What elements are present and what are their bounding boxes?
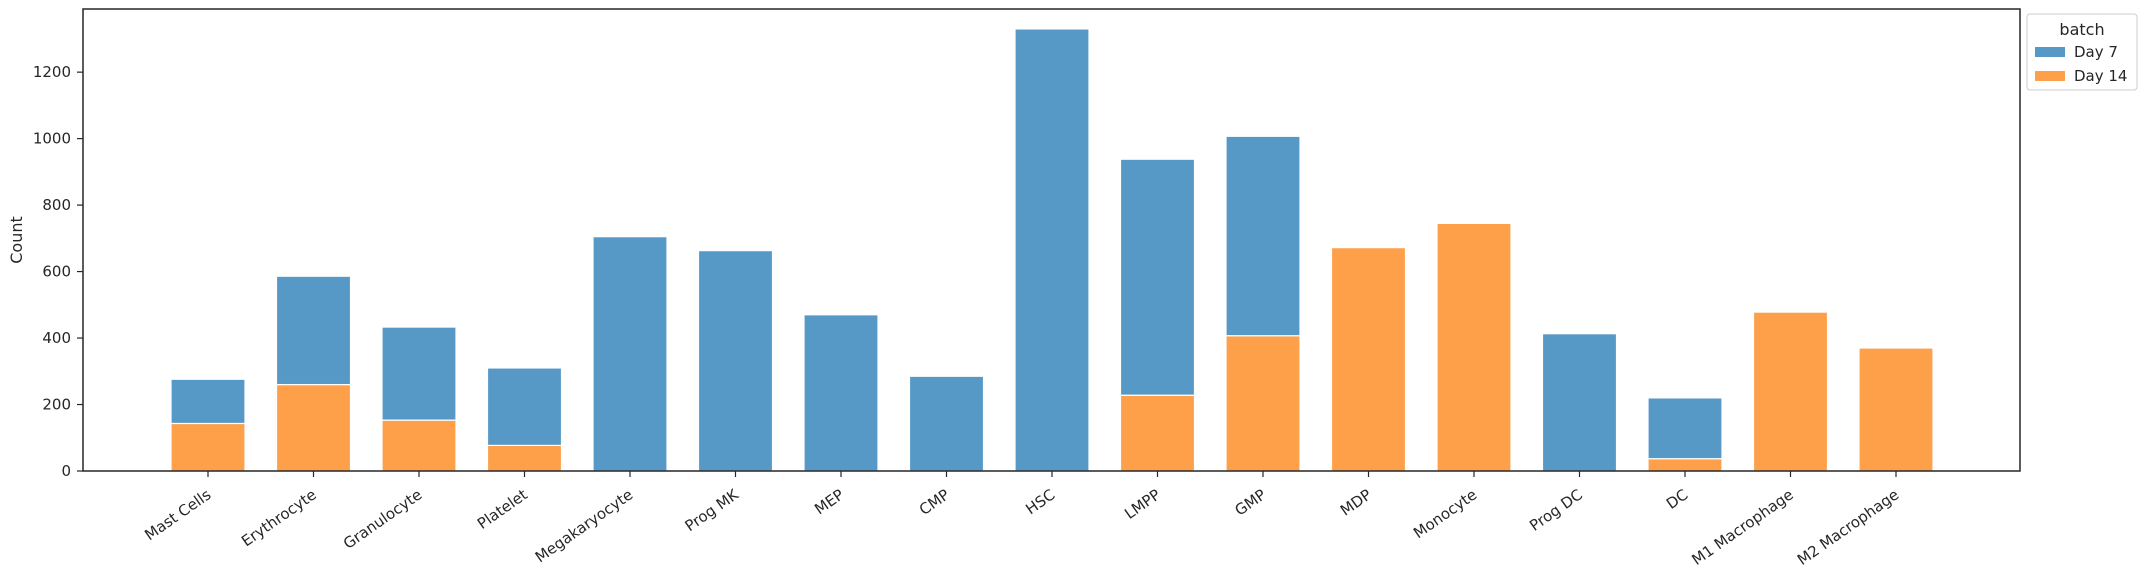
bar-day-7 (1119, 158, 1196, 396)
bar-day-14 (1752, 311, 1829, 472)
bar-day-14 (275, 383, 352, 472)
bar-day-7 (1541, 333, 1618, 472)
bar-day-7 (1014, 28, 1090, 472)
bar-day-7 (908, 375, 985, 472)
bar-day-7 (381, 326, 457, 421)
bar-day-14 (486, 444, 563, 472)
legend-label: Day 7 (2074, 43, 2118, 61)
bar-day-7 (275, 275, 352, 386)
bar-day-14 (1647, 458, 1723, 472)
bar-day-7 (803, 314, 879, 472)
x-tick-label: M1 Macrophage (1688, 486, 1796, 569)
x-tick-label: MDP (1337, 486, 1375, 520)
x-tick-label: M2 Macrophage (1794, 486, 1902, 569)
legend-swatch (2035, 71, 2065, 81)
y-tick-label: 600 (42, 263, 71, 281)
x-tick-label: Megakaryocyte (532, 486, 637, 567)
bar-day-7 (1225, 135, 1301, 337)
y-tick-label: 1000 (33, 130, 71, 148)
plot-frame (82, 8, 2021, 472)
bar-day-14 (1858, 347, 1934, 472)
y-tick-label: 800 (42, 196, 71, 214)
bar-day-7 (1647, 397, 1723, 460)
bar-day-7 (592, 236, 668, 472)
bar-day-14 (1119, 394, 1196, 472)
x-tick-label: Monocyte (1410, 486, 1480, 543)
x-axis-ticks: Mast Cells Erythrocyte Granulocyte Platelet… (141, 471, 1902, 569)
x-tick-label: LMPP (1121, 486, 1164, 523)
bar-day-7 (697, 250, 774, 472)
x-tick-label: Prog DC (1526, 486, 1586, 535)
x-tick-label: Granulocyte (340, 486, 425, 553)
x-tick-label: MEP (811, 486, 847, 519)
bar-day-14 (1436, 222, 1512, 472)
bar-day-14 (381, 419, 457, 472)
bar-day-14 (1330, 247, 1407, 472)
y-tick-label: 0 (61, 462, 71, 480)
bar-day-14 (170, 422, 246, 472)
y-tick-label: 400 (42, 329, 71, 347)
y-axis-label: Count (7, 216, 26, 264)
y-axis-ticks: 0 200 400 600 800 1000 1200 (33, 63, 83, 480)
x-tick-label: GMP (1231, 486, 1269, 520)
y-tick-label: 1200 (33, 63, 71, 81)
legend-label: Day 14 (2074, 67, 2127, 85)
legend-title: batch (2059, 20, 2104, 39)
x-tick-label: CMP (916, 486, 953, 519)
x-tick-label: Prog MK (682, 485, 743, 535)
x-tick-label: DC (1663, 486, 1691, 513)
x-tick-label: Erythrocyte (238, 486, 320, 551)
bar-day-7 (170, 378, 246, 425)
bars (170, 28, 1934, 472)
y-tick-label: 200 (42, 396, 71, 414)
legend: batch Day 7 Day 14 (2026, 13, 2138, 91)
bar-day-14 (1225, 335, 1301, 472)
legend-swatch (2035, 47, 2065, 57)
bar-day-7 (486, 367, 563, 447)
x-tick-label: Mast Cells (141, 485, 214, 544)
x-tick-label: HSC (1022, 486, 1058, 519)
x-tick-label: Platelet (474, 485, 531, 532)
